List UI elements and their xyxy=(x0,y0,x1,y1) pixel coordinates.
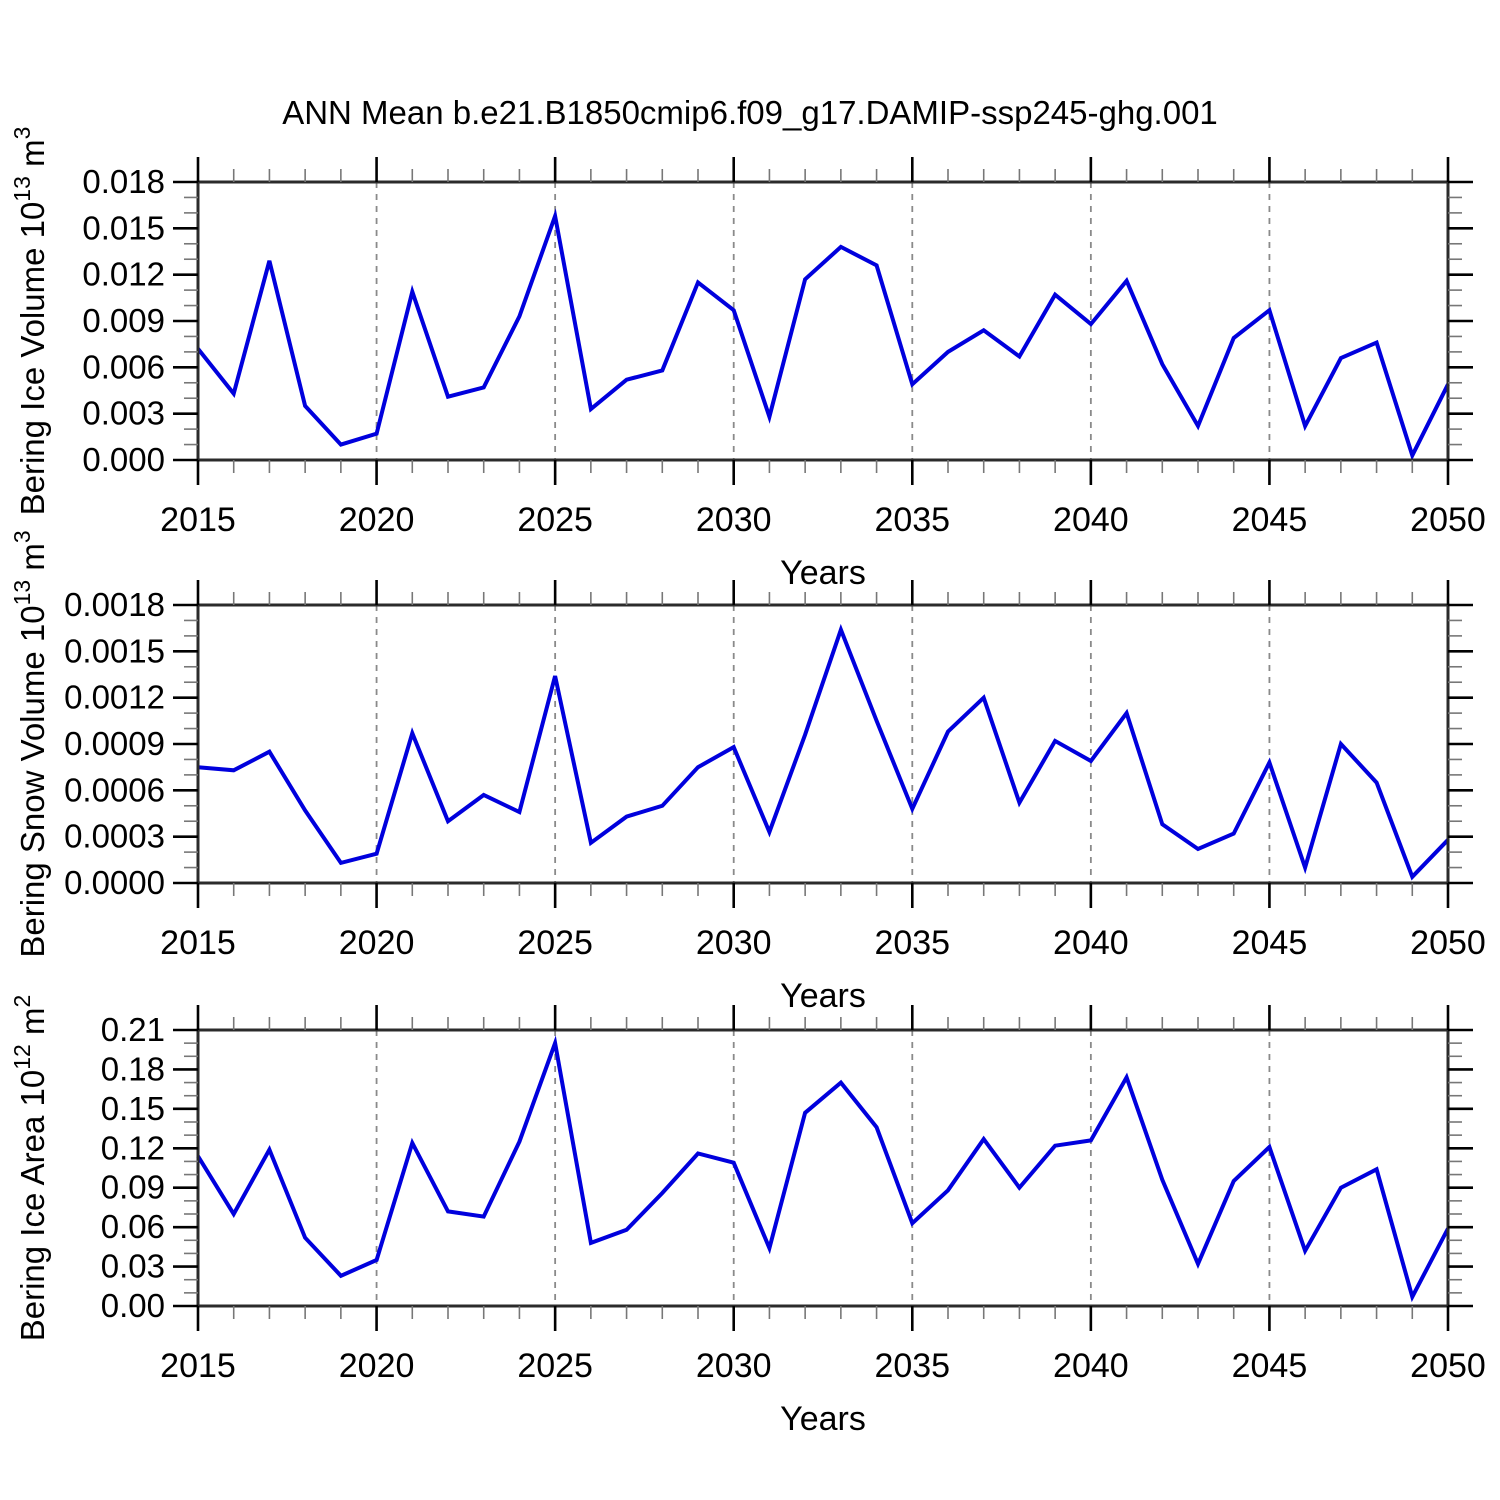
y-tick-label: 0.0012 xyxy=(64,679,165,716)
y-tick-label: 0.0009 xyxy=(64,725,165,762)
x-tick-label: 2040 xyxy=(1053,501,1129,539)
gridlines xyxy=(375,605,1271,883)
x-tick-label: 2030 xyxy=(696,924,772,962)
x-tick-label: 2025 xyxy=(517,924,593,962)
x-tick-label: 2045 xyxy=(1232,1347,1308,1385)
gridlines xyxy=(375,182,1271,460)
x-tick-label: 2040 xyxy=(1053,1347,1129,1385)
x-tick-label: 2015 xyxy=(160,924,236,962)
x-tick-label: 2020 xyxy=(339,1347,415,1385)
y-tick-label: 0.03 xyxy=(101,1248,165,1285)
x-tick-label: 2015 xyxy=(160,501,236,539)
y-axis-title: Bering Ice Volume 1013 m3 xyxy=(9,127,51,516)
gridlines xyxy=(375,1030,1271,1306)
plot-frame xyxy=(196,180,1450,462)
y-tick-label: 0.015 xyxy=(82,209,165,246)
plot-frame xyxy=(196,603,1450,885)
x-tick-label: 2040 xyxy=(1053,924,1129,962)
y-tick-label: 0.018 xyxy=(82,163,165,200)
y-axis-ticks xyxy=(173,180,1473,462)
series-line xyxy=(197,623,1450,881)
x-tick-label: 2045 xyxy=(1232,501,1308,539)
y-tick-labels: 0.000 0.003 0.006 0.009 0.012 0.015 0.018 xyxy=(82,163,165,478)
x-tick-label: 2050 xyxy=(1410,924,1486,962)
y-tick-label: 0.003 xyxy=(82,395,165,432)
y-tick-label: 0.21 xyxy=(101,1011,165,1048)
y-tick-label: 0.0000 xyxy=(64,864,165,901)
y-tick-labels: 0.0000 0.0003 0.0006 0.0009 0.0012 0.0015 0.00… xyxy=(64,586,165,901)
x-tick-label: 2035 xyxy=(874,924,950,962)
x-tick-label: 2020 xyxy=(339,924,415,962)
x-tick-label: 2050 xyxy=(1410,1347,1486,1385)
y-tick-label: 0.006 xyxy=(82,348,165,385)
y-axis-ticks xyxy=(173,603,1473,885)
y-tick-label: 0.15 xyxy=(101,1090,165,1127)
series-line xyxy=(196,1035,1450,1303)
x-tick-labels: 2015 2020 2025 2030 2035 2040 2045 2050 xyxy=(160,924,1486,962)
x-axis-title: Years xyxy=(780,554,866,592)
y-tick-label: 0.18 xyxy=(101,1050,165,1087)
y-tick-label: 0.09 xyxy=(101,1169,165,1206)
x-axis-ticks xyxy=(196,157,1450,485)
x-tick-label: 2045 xyxy=(1232,924,1308,962)
x-axis-title: Years xyxy=(780,977,866,1015)
x-axis-ticks xyxy=(196,580,1450,908)
y-tick-label: 0.00 xyxy=(101,1287,165,1324)
x-tick-labels: 2015 2020 2025 2030 2035 2040 2045 2050 xyxy=(160,501,1486,539)
x-tick-label: 2035 xyxy=(874,1347,950,1385)
chart-bering-ice-area: 0.000.030.060.090.120.150.180.21 2015 2020… xyxy=(9,995,1486,1438)
y-tick-labels: 0.000.030.060.090.120.150.180.21 xyxy=(101,1011,165,1324)
series-line xyxy=(196,208,1450,461)
y-tick-label: 0.0003 xyxy=(64,818,165,855)
x-axis-ticks xyxy=(196,1005,1450,1331)
x-tick-label: 2025 xyxy=(517,501,593,539)
figure-title: ANN Mean b.e21.B1850cmip6.f09_g17.DAMIP-… xyxy=(282,94,1218,131)
x-tick-labels: 2015 2020 2025 2030 2035 2040 2045 2050 xyxy=(160,1347,1486,1385)
y-tick-label: 0.009 xyxy=(82,302,165,339)
y-tick-label: 0.12 xyxy=(101,1129,165,1166)
y-tick-label: 0.012 xyxy=(82,256,165,293)
x-tick-label: 2020 xyxy=(339,501,415,539)
y-axis-ticks xyxy=(173,1028,1473,1308)
x-tick-label: 2050 xyxy=(1410,501,1486,539)
x-tick-label: 2030 xyxy=(696,1347,772,1385)
y-tick-label: 0.0018 xyxy=(64,586,165,623)
chart-bering-snow-volume: 0.0000 0.0003 0.0006 0.0009 0.0012 0.0015 0.00… xyxy=(9,530,1486,1015)
y-tick-label: 0.0015 xyxy=(64,632,165,669)
x-tick-label: 2030 xyxy=(696,501,772,539)
x-axis-title: Years xyxy=(780,1400,866,1438)
y-tick-label: 0.000 xyxy=(82,441,165,478)
y-tick-label: 0.0006 xyxy=(64,771,165,808)
x-tick-label: 2015 xyxy=(160,1347,236,1385)
x-tick-label: 2025 xyxy=(517,1347,593,1385)
y-axis-title: Bering Snow Volume 1013 m3 xyxy=(9,530,51,957)
plot-frame xyxy=(196,1028,1450,1308)
y-axis-title: Bering Ice Area 1012 m2 xyxy=(9,995,51,1342)
y-tick-label: 0.06 xyxy=(101,1208,165,1245)
x-tick-label: 2035 xyxy=(874,501,950,539)
